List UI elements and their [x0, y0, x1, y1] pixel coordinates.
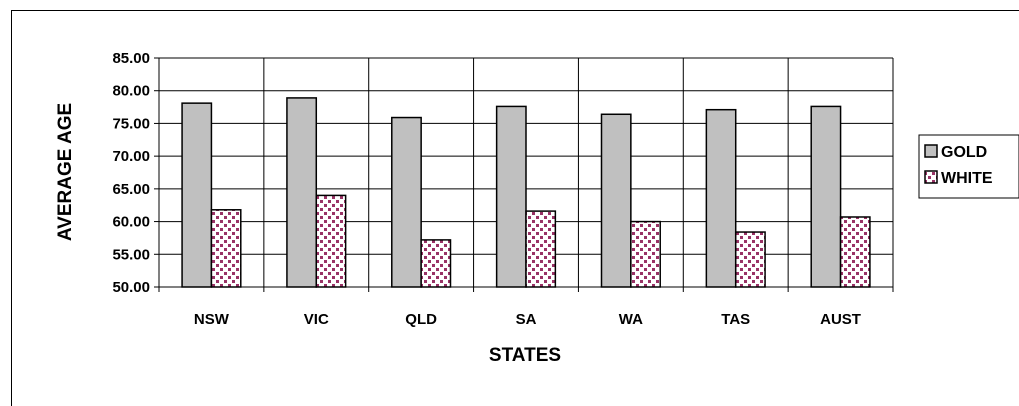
- y-tick-label: 75.00: [112, 115, 150, 132]
- y-tick-label: 70.00: [112, 148, 150, 165]
- x-tick-label: SA: [516, 311, 537, 328]
- legend: GOLD WHITE: [918, 134, 1019, 199]
- bar-white-tas: [734, 231, 766, 288]
- x-axis-title: STATES: [489, 345, 561, 366]
- y-axis-title: AVERAGE AGE: [55, 103, 76, 241]
- bar-gold-vic: [286, 97, 318, 288]
- y-tick-label: 60.00: [112, 214, 150, 231]
- y-tick-label: 85.00: [112, 50, 150, 67]
- bar-white-wa: [630, 220, 661, 288]
- x-tick-label: WA: [619, 311, 643, 328]
- bar-white-vic: [315, 194, 347, 288]
- bar-gold-aust: [810, 105, 842, 288]
- x-tick-label: NSW: [194, 311, 230, 328]
- y-tick-label: 65.00: [112, 181, 150, 198]
- x-tick-label: AUST: [820, 311, 861, 328]
- y-tick-label: 80.00: [112, 83, 150, 100]
- bar-white-aust: [839, 216, 871, 288]
- chart-frame: [11, 10, 1019, 406]
- x-tick-label: TAS: [721, 311, 750, 328]
- bar-white-sa: [525, 210, 557, 288]
- legend-label-gold: GOLD: [941, 144, 987, 161]
- bar-gold-qld: [391, 116, 422, 288]
- y-tick-label: 50.00: [112, 279, 150, 296]
- x-tick-label: QLD: [405, 311, 437, 328]
- bar-gold-sa: [495, 105, 527, 288]
- bar-white-nsw: [210, 209, 242, 288]
- x-tick-label: VIC: [304, 311, 329, 328]
- bar-gold-wa: [600, 113, 632, 288]
- y-tick-label: 55.00: [112, 246, 150, 263]
- bar-gold-tas: [705, 108, 737, 288]
- legend-label-white: WHITE: [941, 170, 993, 187]
- legend-swatch-white: [924, 170, 938, 184]
- bar-white-qld: [420, 239, 452, 288]
- bar-gold-nsw: [181, 102, 213, 288]
- legend-swatch-gold: [924, 144, 938, 158]
